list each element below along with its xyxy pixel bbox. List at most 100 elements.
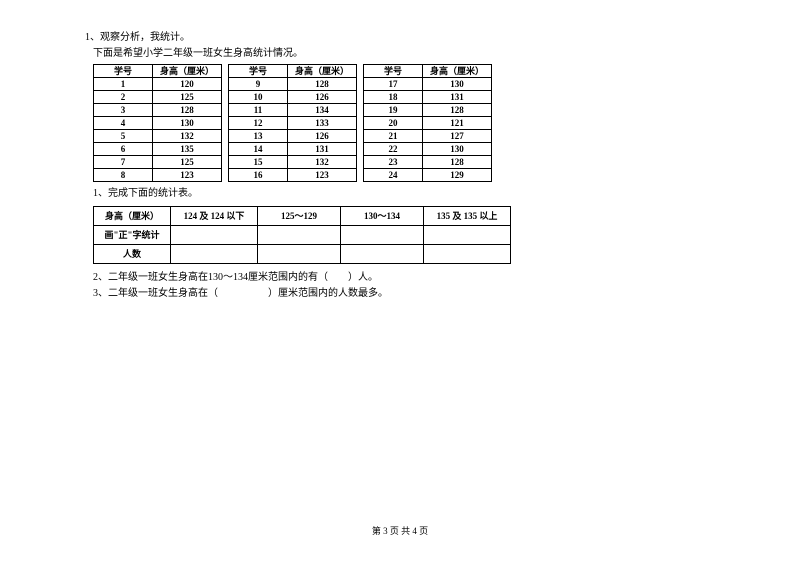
summary-cell [171,245,258,264]
cell: 131 [288,143,357,156]
spacer [222,117,229,130]
spacer [357,104,364,117]
spacer [222,78,229,91]
cell: 120 [153,78,222,91]
spacer [222,91,229,104]
cell: 22 [364,143,423,156]
cell: 2 [94,91,153,104]
cell: 123 [288,169,357,182]
summary-header: 身高（厘米） [94,207,171,226]
header-id: 学号 [229,65,288,78]
table-row: 4130 12133 20121 [94,117,492,130]
cell: 19 [364,104,423,117]
cell: 18 [364,91,423,104]
cell: 130 [423,78,492,91]
spacer [222,169,229,182]
summary-header: 124 及 124 以下 [171,207,258,226]
header-height: 身高（厘米） [288,65,357,78]
summary-header: 125～129 [258,207,341,226]
sub-question-1: 1、完成下面的统计表。 [93,186,800,202]
spacer [222,65,229,78]
cell: 15 [229,156,288,169]
spacer [357,78,364,91]
cell: 126 [288,130,357,143]
cell: 10 [229,91,288,104]
spacer [357,117,364,130]
spacer [222,156,229,169]
cell: 121 [423,117,492,130]
table-row: 6135 14131 22130 [94,143,492,156]
cell: 125 [153,91,222,104]
header-height: 身高（厘米） [153,65,222,78]
table-row: 5132 13126 21127 [94,130,492,143]
cell: 123 [153,169,222,182]
cell: 23 [364,156,423,169]
cell: 13 [229,130,288,143]
spacer [222,104,229,117]
table-row: 人数 [94,245,511,264]
cell: 128 [153,104,222,117]
summary-cell [258,245,341,264]
spacer [357,130,364,143]
cell: 14 [229,143,288,156]
summary-cell [424,245,511,264]
table-row: 7125 15132 23128 [94,156,492,169]
cell: 4 [94,117,153,130]
summary-cell [171,226,258,245]
table-row: 3128 11134 19128 [94,104,492,117]
table-row: 身高（厘米） 124 及 124 以下 125～129 130～134 135 … [94,207,511,226]
spacer [357,156,364,169]
cell: 24 [364,169,423,182]
summary-header: 130～134 [341,207,424,226]
sub-question-2: 2、二年级一班女生身高在130～134厘米范围内的有（ ）人。 [93,270,800,286]
cell: 7 [94,156,153,169]
cell: 128 [423,156,492,169]
height-table: 学号 身高（厘米） 学号 身高（厘米） 学号 身高（厘米） 1120 9128 … [93,64,492,182]
question-title: 1、观察分析，我统计。 [85,30,800,46]
cell: 16 [229,169,288,182]
spacer [222,130,229,143]
summary-cell [424,226,511,245]
cell: 132 [288,156,357,169]
cell: 132 [153,130,222,143]
cell: 8 [94,169,153,182]
page-footer: 第 3 页 共 4 页 [0,524,800,537]
cell: 133 [288,117,357,130]
cell: 9 [229,78,288,91]
spacer [222,143,229,156]
header-id: 学号 [94,65,153,78]
summary-row-label: 画"正"字统计 [94,226,171,245]
question-subtitle: 下面是希望小学二年级一班女生身高统计情况。 [93,46,800,62]
cell: 17 [364,78,423,91]
cell: 130 [423,143,492,156]
summary-cell [258,226,341,245]
cell: 131 [423,91,492,104]
cell: 128 [288,78,357,91]
cell: 6 [94,143,153,156]
table-row: 画"正"字统计 [94,226,511,245]
spacer [357,91,364,104]
sub-question-3: 3、二年级一班女生身高在（ ）厘米范围内的人数最多。 [93,286,800,302]
cell: 3 [94,104,153,117]
header-id: 学号 [364,65,423,78]
cell: 135 [153,143,222,156]
cell: 128 [423,104,492,117]
cell: 12 [229,117,288,130]
summary-row-label: 人数 [94,245,171,264]
summary-table: 身高（厘米） 124 及 124 以下 125～129 130～134 135 … [93,206,511,264]
summary-cell [341,245,424,264]
table-row: 2125 10126 18131 [94,91,492,104]
cell: 130 [153,117,222,130]
summary-cell [341,226,424,245]
spacer [357,143,364,156]
cell: 134 [288,104,357,117]
spacer [357,169,364,182]
cell: 20 [364,117,423,130]
table-row: 1120 9128 17130 [94,78,492,91]
header-height: 身高（厘米） [423,65,492,78]
cell: 126 [288,91,357,104]
cell: 11 [229,104,288,117]
table-row: 学号 身高（厘米） 学号 身高（厘米） 学号 身高（厘米） [94,65,492,78]
cell: 21 [364,130,423,143]
table-row: 8123 16123 24129 [94,169,492,182]
